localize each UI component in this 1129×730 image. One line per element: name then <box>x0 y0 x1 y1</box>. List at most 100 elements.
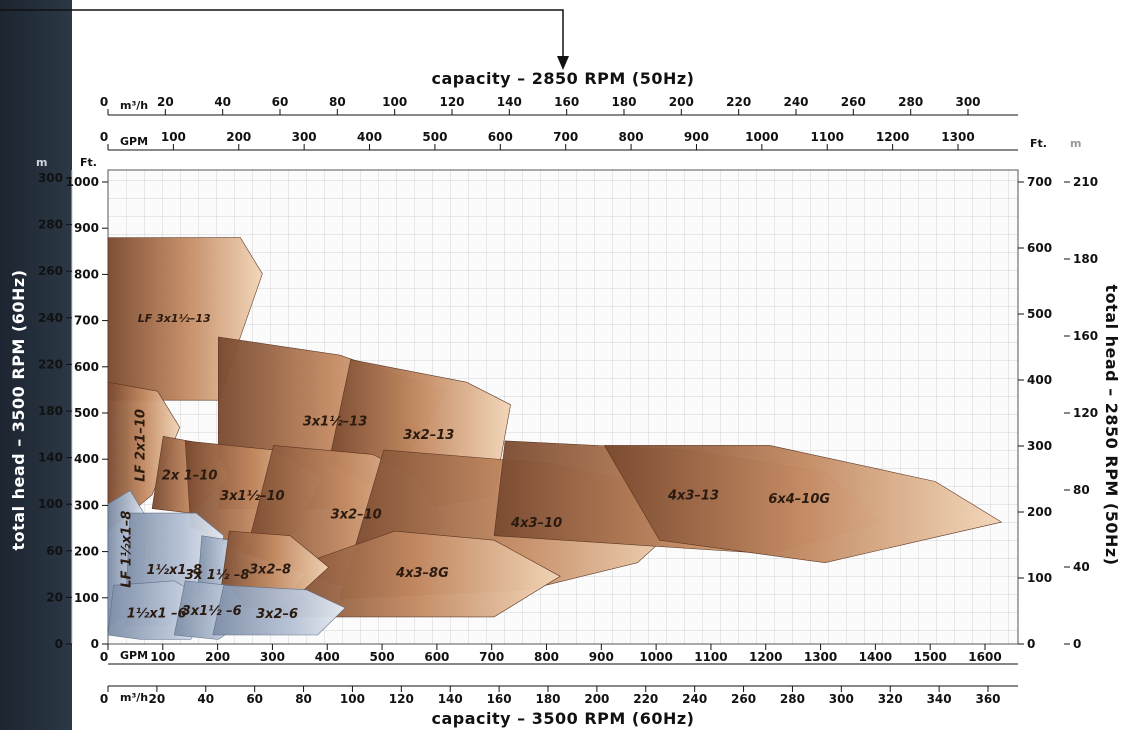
right-m-tick-label-1: 40 <box>1073 560 1090 574</box>
pump-region-label-16: 3x1½ –6 <box>182 604 242 619</box>
pump-region-label-13: 3x 1½ –8 <box>185 568 250 583</box>
left-ft-tick-label-1: 100 <box>74 591 99 605</box>
left-m-unit: m <box>36 156 47 169</box>
left-m-tick-label-6: 220 <box>38 357 63 371</box>
right-ft-tick-label-6: 600 <box>1027 241 1052 255</box>
bottom-gpm-tick-label-15: 1500 <box>913 650 946 664</box>
left-m-tick-label-9: 280 <box>38 218 63 232</box>
top-gpm-tick-label-4: 400 <box>357 130 382 144</box>
bottom-gpm-tick-label-5: 500 <box>370 650 395 664</box>
bottom-gpm-tick-label-8: 800 <box>534 650 559 664</box>
left-ft-unit: Ft. <box>80 156 97 169</box>
left-ft-tick-label-10: 1000 <box>66 175 99 189</box>
top-m3h-tick-label-1: 20 <box>157 95 174 109</box>
top-gpm-tick-label-1: 100 <box>161 130 186 144</box>
top-m3h-tick-label-9: 180 <box>611 95 636 109</box>
right-m-tick-label-3: 120 <box>1073 406 1098 420</box>
top-m3h-tick-label-0: 0 <box>100 95 108 109</box>
left-m-tick-label-10: 300 <box>38 171 63 185</box>
top-m3h-tick-label-14: 280 <box>898 95 923 109</box>
pointer-arrow-line <box>0 9 564 60</box>
pump-region-label-10: 4x3–8G <box>395 566 449 581</box>
bottom-m3h-tick-label-6: 120 <box>389 692 414 706</box>
left-m-tick-label-2: 60 <box>46 544 63 558</box>
bottom-gpm-tick-label-7: 700 <box>479 650 504 664</box>
right-ft-tick-label-0: 0 <box>1027 637 1035 651</box>
right-m-tick-label-0: 0 <box>1073 637 1081 651</box>
pump-region-label-9: 6x4–10G <box>768 492 830 507</box>
top-gpm-tick-label-10: 1000 <box>745 130 778 144</box>
left-ft-tick-label-9: 900 <box>74 221 99 235</box>
top-m3h-tick-label-12: 240 <box>783 95 808 109</box>
bottom-m3h-tick-label-10: 200 <box>584 692 609 706</box>
pump-region-label-14: 3x2–8 <box>249 563 291 578</box>
top-axis-title: capacity – 2850 RPM (50Hz) <box>432 69 695 88</box>
right-m-tick-label-5: 180 <box>1073 252 1098 266</box>
bottom-m3h-tick-label-1: 20 <box>149 692 166 706</box>
top-m3h-tick-label-7: 140 <box>497 95 522 109</box>
bottom-m3h-tick-label-15: 300 <box>829 692 854 706</box>
bottom-m3h-tick-label-14: 280 <box>780 692 805 706</box>
bottom-gpm-tick-label-0: 0 <box>100 650 108 664</box>
bottom-gpm-tick-label-2: 200 <box>205 650 230 664</box>
left-ft-tick-label-3: 300 <box>74 498 99 512</box>
right-ft-tick-label-1: 100 <box>1027 571 1052 585</box>
right-ft-tick-label-2: 200 <box>1027 505 1052 519</box>
bottom-m3h-tick-label-3: 60 <box>246 692 263 706</box>
right-ft-tick-label-5: 500 <box>1027 307 1052 321</box>
top-m3h-tick-label-8: 160 <box>554 95 579 109</box>
bottom-gpm-tick-label-3: 300 <box>260 650 285 664</box>
pump-region-label-3: LF 2x1–10 <box>134 409 149 482</box>
top-gpm-unit: GPM <box>120 135 148 148</box>
top-gpm-tick-label-6: 600 <box>488 130 513 144</box>
bottom-m3h-tick-label-5: 100 <box>340 692 365 706</box>
left-ft-tick-label-5: 500 <box>74 406 99 420</box>
bottom-m3h-tick-label-17: 340 <box>927 692 952 706</box>
bottom-m3h-tick-label-2: 40 <box>197 692 214 706</box>
top-gpm-tick-label-0: 0 <box>100 130 108 144</box>
top-m3h-tick-label-6: 120 <box>439 95 464 109</box>
bottom-gpm-unit: GPM <box>120 649 148 662</box>
pump-region-label-15: 1½x1 –6 <box>127 606 187 621</box>
bottom-gpm-tick-label-6: 600 <box>424 650 449 664</box>
bottom-m3h-unit: m³/h <box>120 691 148 704</box>
left-m-tick-label-7: 240 <box>38 311 63 325</box>
top-m3h-tick-label-11: 220 <box>726 95 751 109</box>
pump-region-label-2: 3x2–13 <box>403 428 454 443</box>
left-ft-tick-label-2: 200 <box>74 545 99 559</box>
pump-region-label-12: 1½x1–8 <box>146 563 201 578</box>
top-m3h-tick-label-15: 300 <box>955 95 980 109</box>
right-m-unit: m <box>1070 137 1081 150</box>
bottom-m3h-tick-label-7: 140 <box>438 692 463 706</box>
left-ft-tick-label-0: 0 <box>91 637 99 651</box>
bottom-m3h-tick-label-12: 240 <box>682 692 707 706</box>
pump-region-label-11: LF 1½x1–8 <box>119 511 134 588</box>
axis-ticks: 0 20 40 60 80 100 120 140 160 180 200 220 240 260 280 3… <box>38 95 1098 706</box>
bottom-m3h-tick-label-16: 320 <box>878 692 903 706</box>
left-ft-tick-label-8: 800 <box>74 267 99 281</box>
left-m-tick-label-1: 20 <box>46 590 63 604</box>
bottom-m3h-tick-label-13: 260 <box>731 692 756 706</box>
bottom-m3h-tick-label-0: 0 <box>100 692 108 706</box>
left-ft-tick-label-6: 600 <box>74 360 99 374</box>
top-m3h-tick-label-13: 260 <box>841 95 866 109</box>
pump-region-label-17: 3x2–6 <box>256 607 298 622</box>
bottom-gpm-tick-label-12: 1200 <box>749 650 782 664</box>
pump-region-label-0: LF 3x1½–13 <box>138 312 211 325</box>
left-m-tick-label-5: 180 <box>38 404 63 418</box>
bottom-m3h-tick-label-8: 160 <box>487 692 512 706</box>
pointer-arrow-head <box>557 56 569 70</box>
pump-region-label-8: 4x3–13 <box>667 488 719 503</box>
pump-region-label-7: 4x3–10 <box>510 516 562 531</box>
pump-region-label-5: 3x1½–10 <box>220 489 285 504</box>
bottom-m3h-tick-label-9: 180 <box>535 692 560 706</box>
top-m3h-tick-label-10: 200 <box>669 95 694 109</box>
right-ft-tick-label-7: 700 <box>1027 175 1052 189</box>
right-m-tick-label-6: 210 <box>1073 175 1098 189</box>
bottom-gpm-tick-label-16: 1600 <box>968 650 1001 664</box>
left-ft-tick-label-4: 400 <box>74 452 99 466</box>
top-m3h-tick-label-5: 100 <box>382 95 407 109</box>
pump-region-label-4: 2x 1–10 <box>162 469 218 484</box>
